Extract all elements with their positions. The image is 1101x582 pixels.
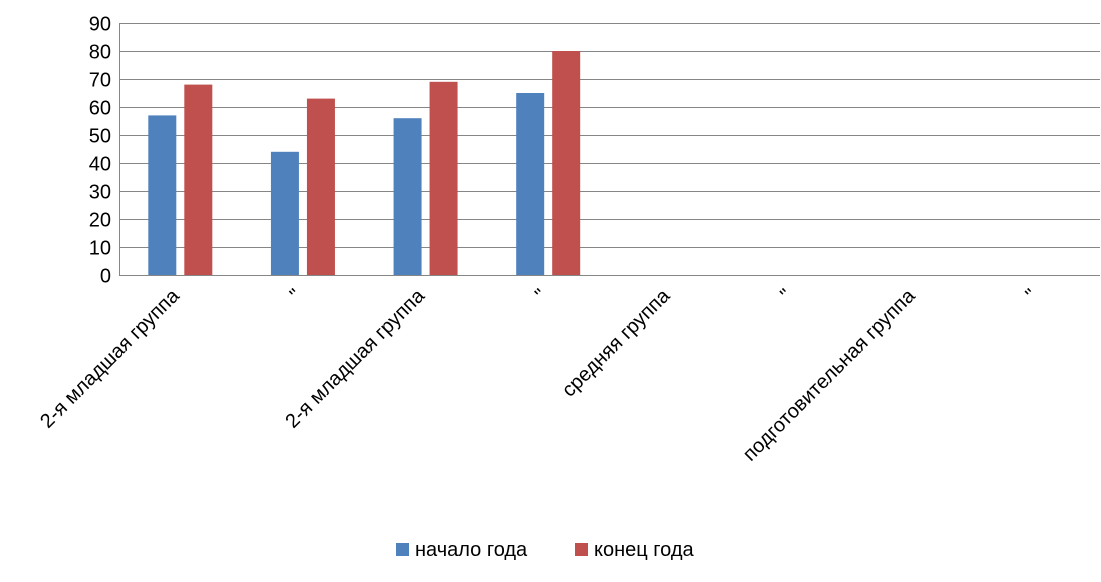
bar-end-0 (184, 84, 213, 275)
x-tick-label: 2-я младшая группа (36, 284, 184, 432)
y-tick-label: 10 (89, 238, 111, 260)
y-tick-label: 80 (89, 42, 111, 64)
legend-swatch-1 (575, 543, 588, 556)
legend-swatch-0 (396, 543, 409, 556)
y-tick-label: 60 (89, 98, 111, 120)
y-tick-label: 70 (89, 70, 111, 92)
x-tick-label: подготовительная группа (739, 284, 920, 465)
x-tick-label: " (531, 285, 552, 306)
y-tick-label: 90 (89, 14, 111, 36)
bar-end-3 (552, 51, 581, 275)
x-axis-tick-labels: 2-я младшая группа "2-я младшая группа " ср… (36, 284, 1042, 465)
bar-start-0 (148, 115, 177, 276)
legend: начало года конец года (396, 539, 694, 561)
bar-end-1 (306, 98, 335, 275)
grid-lines (119, 23, 1100, 276)
legend-label-0: начало года (415, 539, 528, 561)
bar-end-2 (429, 81, 458, 275)
y-tick-label: 20 (89, 210, 111, 232)
x-tick-label: 2-я младшая группа (281, 284, 429, 432)
x-tick-label: средняя группа (558, 284, 675, 401)
bar-start-2 (393, 118, 422, 275)
legend-label-1: конец года (594, 539, 694, 561)
y-tick-label: 0 (100, 266, 111, 288)
y-tick-label: 50 (89, 126, 111, 148)
y-tick-label: 30 (89, 182, 111, 204)
y-axis-tick-labels: 0 10 20 30 40 50 60 70 80 90 (89, 14, 111, 288)
bar-start-3 (516, 93, 545, 275)
x-tick-label: " (286, 285, 307, 306)
y-tick-label: 40 (89, 154, 111, 176)
x-tick-label: " (776, 285, 797, 306)
bar-start-1 (270, 151, 299, 275)
bars (148, 51, 581, 276)
x-tick-label: " (1022, 285, 1043, 306)
